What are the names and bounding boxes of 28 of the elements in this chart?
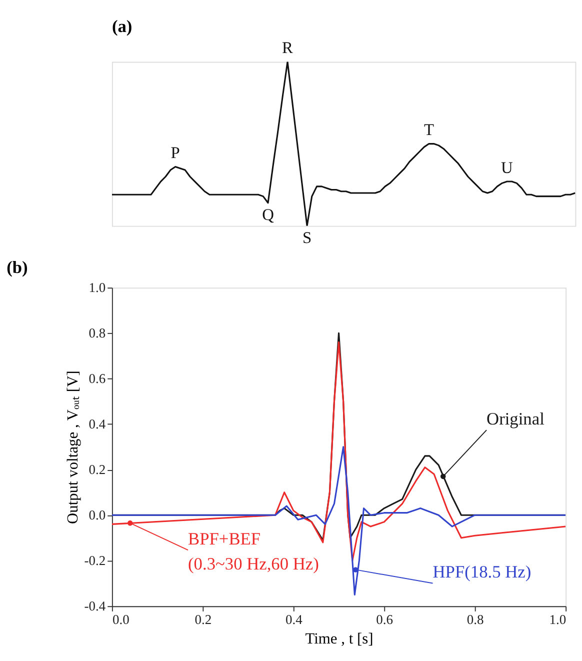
y-tick-label: 0.0	[88, 507, 106, 522]
x-axis-title: Time , t [s]	[305, 630, 374, 648]
annotation: Q	[262, 205, 274, 224]
y-tick-label: 0.8	[88, 325, 106, 340]
x-tick-label: 0.6	[376, 612, 394, 627]
y-tick-label: 0.2	[88, 462, 106, 477]
annotation: HPF(18.5 Hz)	[432, 562, 532, 582]
annotation: BPF+BEF (0.3~30 Hz,60 Hz)	[188, 529, 320, 574]
x-tick-label: 0.8	[466, 612, 484, 627]
x-tick-label: 0.0	[112, 612, 130, 627]
y-tick-label: -0.4	[84, 598, 106, 614]
chart-title: (a)	[112, 16, 132, 36]
annotation: U	[501, 158, 514, 177]
x-tick-label: 0.2	[194, 612, 212, 627]
annotation: S	[302, 228, 312, 248]
line-series	[112, 446, 566, 596]
annotation: T	[424, 120, 434, 140]
y-tick-label: 1.0	[88, 280, 106, 295]
chart-title: (b)	[6, 258, 28, 278]
y-axis-title: Output voltage , Vₒᵤₜ [V]	[64, 370, 82, 524]
x-tick-label: 0.4	[285, 612, 303, 627]
y-tick-label: 0.4	[88, 416, 106, 432]
annotation: P	[170, 143, 180, 162]
y-tick-label: -0.2	[84, 552, 106, 568]
y-tick-label: 0.6	[88, 370, 106, 386]
annotation: Original	[486, 409, 545, 428]
annotation: R	[282, 38, 294, 58]
x-tick-label: 1.0	[549, 612, 566, 627]
